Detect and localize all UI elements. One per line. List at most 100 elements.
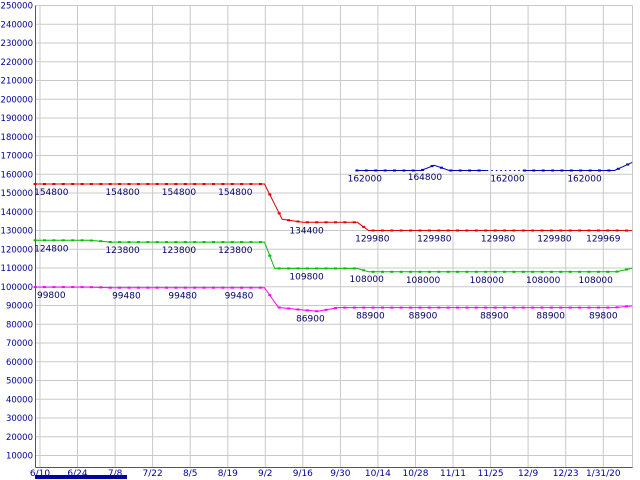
- series-red-marker: [503, 229, 506, 232]
- series-magenta-value-label: 88900: [480, 312, 509, 322]
- series-blue-value-label: 164800: [408, 173, 443, 183]
- series-magenta-marker: [531, 306, 535, 309]
- series-red-marker: [315, 221, 319, 224]
- series-red-marker: [165, 183, 168, 185]
- series-magenta-marker: [240, 286, 244, 289]
- series-red-marker: [578, 229, 582, 232]
- series-red-marker: [512, 229, 516, 232]
- series-magenta-marker: [287, 307, 291, 310]
- x-axis-tick-label: 11/25: [478, 469, 504, 479]
- series-green-marker: [118, 241, 122, 244]
- y-axis-tick-label: 110000: [1, 264, 33, 274]
- y-axis-tick-label: 200000: [1, 95, 33, 105]
- series-green-marker: [146, 241, 150, 244]
- series-magenta-marker: [418, 306, 422, 309]
- series-green-marker: [606, 270, 610, 273]
- series-red-marker: [399, 229, 403, 232]
- series-magenta-marker: [52, 286, 56, 289]
- series-green-marker: [305, 267, 309, 270]
- series-blue-marker: [393, 169, 396, 172]
- series-green-marker: [531, 270, 535, 273]
- series-green-marker: [193, 241, 197, 244]
- series-blue-marker: [364, 169, 368, 172]
- series-green-marker: [183, 241, 187, 244]
- series-red-marker: [559, 229, 563, 232]
- series-red-marker: [409, 229, 413, 232]
- y-axis-tick-label: 180000: [1, 133, 33, 143]
- x-axis-tick-label: 8/19: [218, 469, 238, 479]
- series-red-marker: [381, 229, 384, 232]
- series-magenta-marker: [174, 286, 178, 289]
- y-axis-tick-label: 250000: [1, 2, 33, 12]
- series-red-marker: [268, 193, 272, 196]
- series-magenta-value-label: 88900: [536, 312, 565, 322]
- series-red-marker: [249, 183, 253, 185]
- series-magenta-value-label: 89800: [589, 312, 618, 322]
- series-red-marker: [230, 183, 234, 185]
- series-green-marker: [212, 241, 215, 244]
- series-red-marker: [71, 183, 75, 185]
- series-red-marker: [324, 221, 328, 224]
- y-axis-tick-label: 220000: [1, 58, 33, 68]
- series-magenta-marker: [352, 306, 356, 309]
- series-magenta-marker: [334, 307, 337, 310]
- series-blue-marker: [421, 168, 425, 171]
- series-red-marker: [258, 183, 262, 185]
- series-magenta-value-label: 86900: [296, 315, 325, 325]
- series-red-marker: [437, 229, 441, 232]
- series-magenta-marker: [568, 306, 572, 309]
- series-magenta-marker: [99, 286, 103, 289]
- series-blue-marker: [402, 169, 406, 172]
- series-blue-marker: [560, 169, 564, 172]
- series-red-marker: [493, 229, 497, 232]
- series-green-marker: [427, 270, 431, 273]
- series-green-marker: [249, 241, 253, 244]
- series-green-value-label: 109800: [289, 272, 324, 282]
- series-green-marker: [277, 267, 281, 270]
- series-blue-marker: [449, 169, 453, 172]
- y-axis-tick-label: 60000: [6, 358, 33, 368]
- series-blue-value-label: 162000: [348, 175, 383, 185]
- series-magenta-marker: [606, 306, 610, 309]
- series-magenta-marker: [165, 286, 168, 289]
- series-green-marker: [221, 241, 225, 244]
- series-blue-marker: [355, 169, 359, 172]
- series-red-marker: [127, 183, 131, 185]
- series-magenta-marker: [118, 286, 122, 289]
- series-magenta-marker: [390, 306, 394, 309]
- series-magenta-marker: [615, 306, 619, 309]
- series-magenta-value-label: 99480: [225, 292, 254, 302]
- series-green-marker: [240, 241, 244, 244]
- series-red-marker: [136, 183, 140, 185]
- series-red-value-label: 129980: [481, 235, 516, 245]
- y-axis-tick-label: 130000: [1, 227, 33, 237]
- series-magenta-marker: [202, 286, 206, 289]
- series-magenta-marker: [484, 306, 488, 309]
- series-red-marker: [305, 221, 309, 224]
- bottom-scrollbar-thumb[interactable]: [35, 475, 127, 479]
- series-red-marker: [456, 229, 460, 232]
- series-red-value-label: 129969: [586, 235, 621, 245]
- series-blue-marker: [468, 169, 472, 172]
- y-axis-tick-label: 160000: [1, 170, 33, 180]
- series-green-marker: [559, 270, 563, 273]
- series-blue-line: [524, 161, 633, 171]
- series-red-marker: [343, 221, 347, 224]
- series-red-value-label: 154800: [105, 188, 140, 198]
- series-green-marker: [127, 241, 131, 244]
- y-axis-tick-label: 70000: [6, 339, 33, 349]
- series-green-marker: [503, 270, 506, 273]
- series-magenta-marker: [399, 306, 403, 309]
- series-green-marker: [540, 270, 544, 273]
- series-green-marker: [568, 270, 572, 273]
- series-blue-marker: [607, 169, 611, 172]
- series-green-value-label: 123800: [218, 246, 253, 256]
- series-blue-value-label: 162000: [490, 175, 525, 185]
- series-red-marker: [221, 183, 225, 185]
- series-green-marker: [446, 270, 450, 273]
- series-green-value-label: 124800: [34, 244, 69, 254]
- series-red-marker: [108, 183, 112, 185]
- series-green-marker: [52, 239, 56, 242]
- series-green-marker: [371, 270, 375, 273]
